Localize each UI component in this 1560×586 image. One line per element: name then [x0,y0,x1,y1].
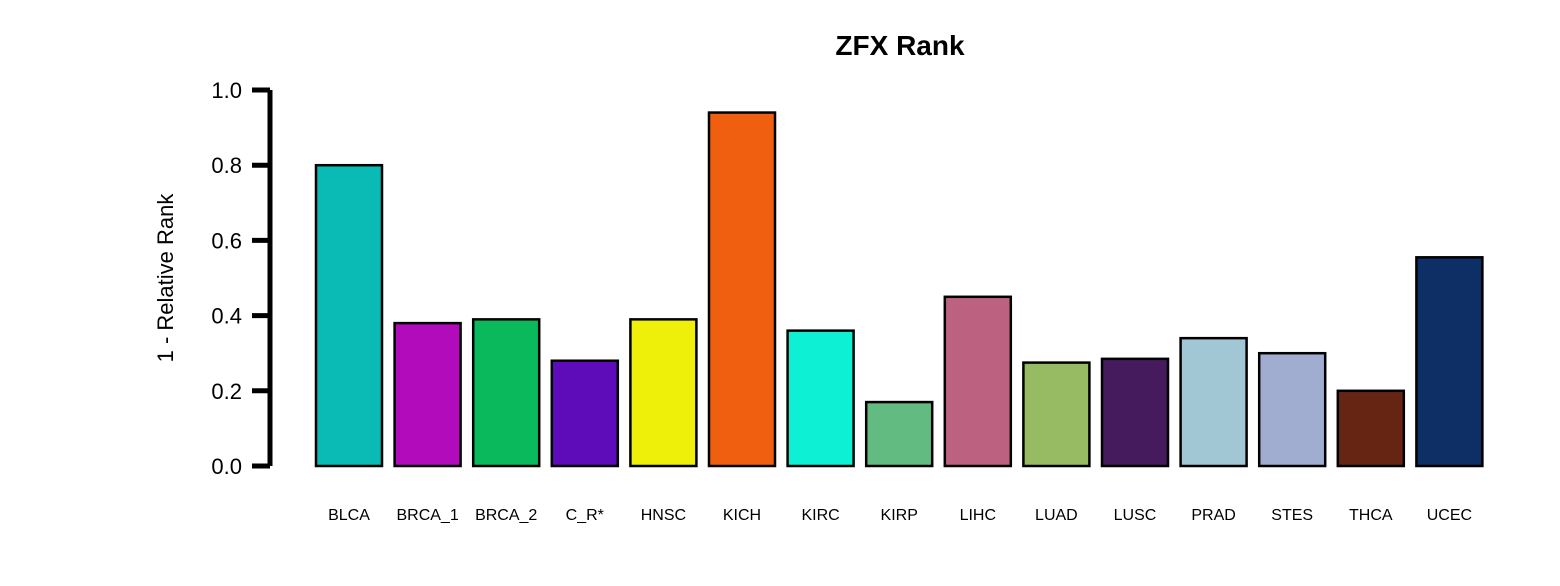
y-tick-label: 0.4 [211,304,242,329]
bar-lihc [943,295,1013,468]
x-tick-label: UCEC [1427,507,1472,524]
x-tick-label: PRAD [1191,507,1235,524]
y-tick-label: 0.2 [211,379,242,404]
y-tick-label: 1.0 [211,78,242,103]
y-tick-label: 0.6 [211,228,242,253]
y-axis: 0.0 0.2 0.4 0.6 0.8 1.0 [211,78,273,479]
bar-brca-2 [471,318,541,468]
bar-thca [1336,389,1406,468]
x-tick-label: STES [1271,507,1313,524]
chart-title: ZFX Rank [835,30,965,61]
bar-brca-1 [393,321,462,468]
x-tick-label: LUSC [1114,507,1157,524]
x-tick-label: LIHC [960,507,996,524]
y-tick-label: 0.8 [211,153,242,178]
bar-kirc [786,329,855,468]
bar-c-r- [550,359,620,468]
x-tick-label: BRCA_2 [475,507,537,524]
x-axis-labels: BLCA BRCA_1 BRCA_2 C_R* HNSC KICH KIRC KIRP LIHC… [328,507,1472,524]
bar-hnsc [629,318,698,468]
bar-ucec [1415,256,1484,468]
bar-kirp [864,400,934,468]
bars [314,111,1484,468]
bar-luad [1022,361,1091,468]
x-tick-label: HNSC [641,507,686,524]
bar-blca [314,163,384,468]
bar-stes [1257,351,1327,468]
y-axis-label: 1 - Relative Rank [153,193,178,363]
x-tick-label: C_R* [566,507,604,524]
x-tick-label: KIRP [881,507,918,524]
x-tick-label: BRCA_1 [396,507,458,524]
x-tick-label: BLCA [328,507,370,524]
x-tick-label: KIRC [801,507,839,524]
x-tick-label: LUAD [1035,507,1078,524]
bar-prad [1179,336,1248,468]
bar-lusc [1100,357,1170,468]
bar-kich [707,111,777,468]
y-tick-label: 0.0 [211,454,242,479]
x-tick-label: THCA [1349,507,1393,524]
x-tick-label: KICH [723,507,761,524]
